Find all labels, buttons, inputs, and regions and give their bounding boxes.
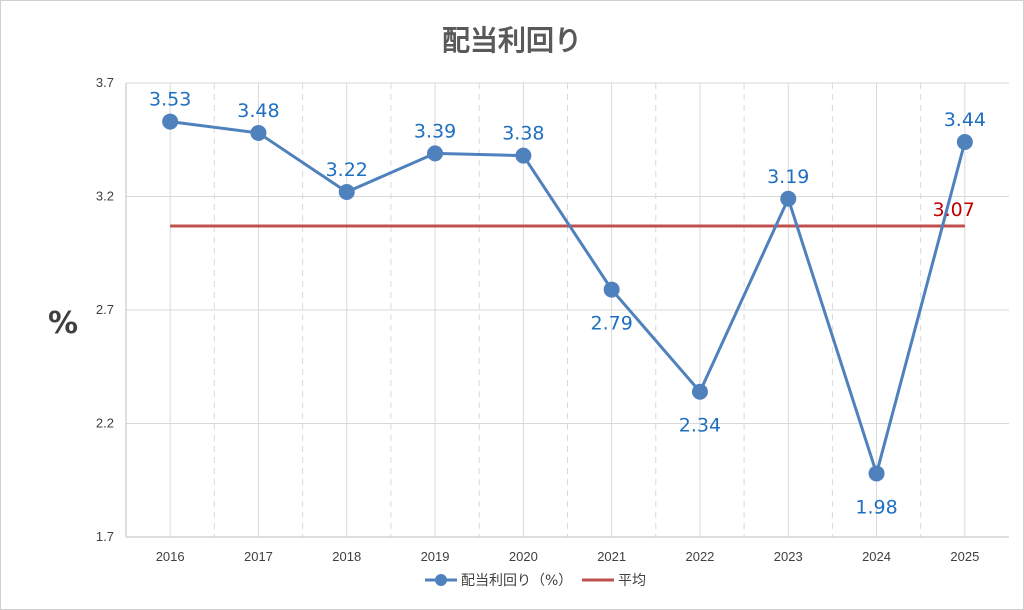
x-tick-label: 2024: [862, 549, 891, 564]
legend: 配当利回り（%） 平均: [425, 573, 646, 589]
data-point: [956, 134, 973, 151]
x-tick-label: 2025: [950, 549, 979, 564]
data-point: [868, 465, 885, 482]
series: [162, 113, 973, 482]
data-labels: 3.07 3.53 3.48 3.22 3.39 3.38 2.79 2.34 3.19 1.98…: [149, 89, 986, 519]
x-tick-label: 2017: [244, 549, 273, 564]
data-label: 3.48: [237, 100, 279, 122]
data-label: 3.39: [414, 120, 456, 142]
yield-line: [169, 120, 967, 475]
data-point: [515, 147, 532, 164]
x-tick-label: 2022: [685, 549, 714, 564]
data-point: [691, 383, 708, 400]
data-point: [162, 113, 179, 130]
data-label: 3.38: [502, 123, 544, 145]
data-point: [427, 145, 444, 162]
y-tick-label: 2.2: [96, 416, 114, 431]
y-tick-label: 1.7: [96, 529, 114, 544]
data-label: 3.22: [326, 159, 368, 181]
gridlines: [126, 82, 1009, 537]
y-tick-label: 3.2: [96, 189, 114, 204]
chart-title: 配当利回り: [442, 24, 582, 57]
data-point: [338, 183, 355, 200]
data-label: 1.98: [855, 496, 897, 518]
legend-label-yield: 配当利回り（%）: [461, 573, 572, 589]
data-label: 3.44: [944, 109, 986, 131]
y-tick-label: 3.7: [96, 75, 114, 90]
average-label: 3.07: [933, 199, 975, 221]
x-tick-label: 2019: [421, 549, 450, 564]
data-point: [603, 281, 620, 298]
legend-label-average: 平均: [618, 573, 646, 589]
x-tick-label: 2023: [774, 549, 803, 564]
y-axis-label: %: [48, 306, 78, 341]
legend-swatch-yield-marker: [435, 574, 447, 586]
data-label: 2.34: [679, 415, 721, 437]
data-point: [250, 124, 267, 141]
axes: [125, 83, 1009, 538]
data-label: 3.53: [149, 89, 191, 111]
data-point: [780, 190, 797, 207]
x-tick-label: 2020: [509, 549, 538, 564]
tick-labels: 1.7 2.2 2.7 3.2 3.7 2016 2017 2018 2019 2020 2021 2…: [96, 75, 979, 564]
data-label: 3.19: [767, 166, 809, 188]
y-tick-label: 2.7: [96, 302, 114, 317]
x-tick-label: 2018: [332, 549, 361, 564]
data-label: 2.79: [590, 313, 632, 335]
x-tick-label: 2016: [156, 549, 185, 564]
x-tick-label: 2021: [597, 549, 626, 564]
